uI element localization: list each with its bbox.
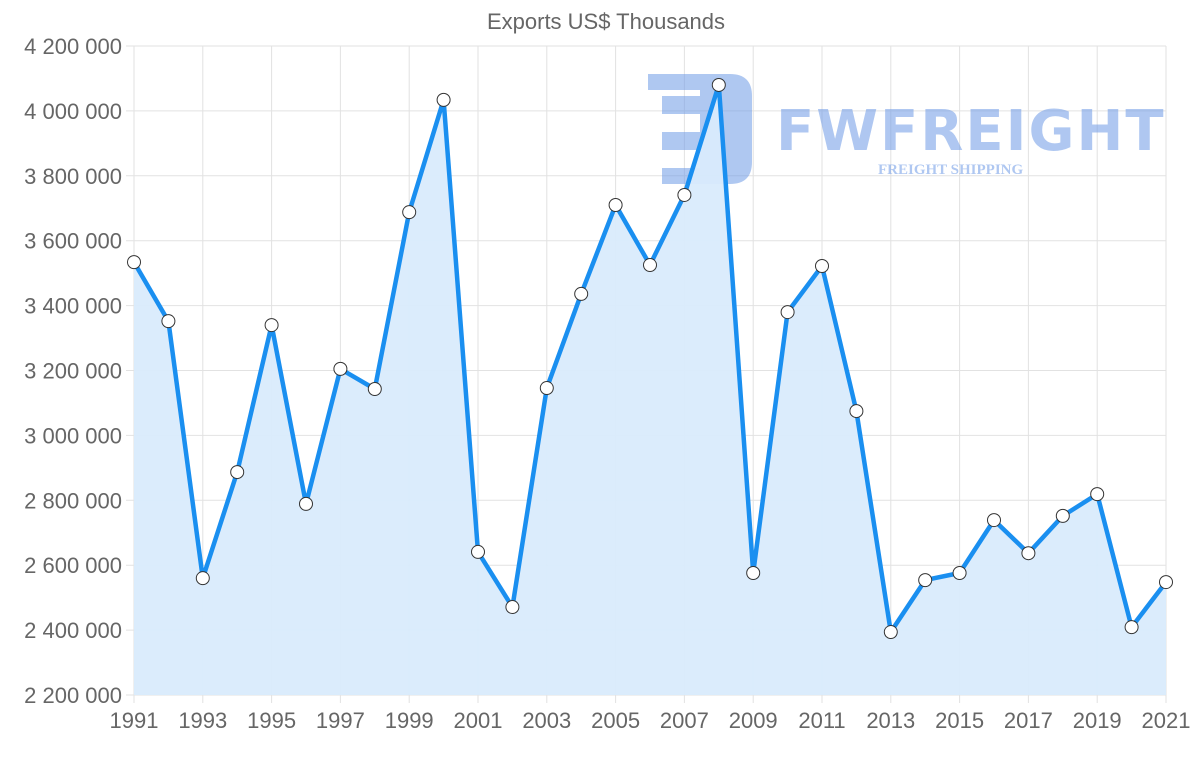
data-point <box>918 573 933 588</box>
data-point <box>367 381 382 396</box>
data-point <box>264 318 279 333</box>
data-point <box>539 381 554 396</box>
y-tick-label: 2 400 000 <box>24 618 122 643</box>
y-tick-label: 3 000 000 <box>24 423 122 448</box>
x-tick-label: 2003 <box>522 708 571 733</box>
data-point <box>643 258 657 273</box>
x-tick-label: 1993 <box>178 708 227 733</box>
x-tick-label: 1995 <box>247 708 296 733</box>
data-point <box>333 361 348 376</box>
series-area-fill <box>134 84 1166 695</box>
watermark-tagline: FREIGHT SHIPPING <box>878 162 1023 178</box>
data-point <box>711 77 726 92</box>
data-point <box>574 286 589 301</box>
data-point <box>1124 620 1139 635</box>
data-point <box>1090 487 1105 502</box>
data-point <box>677 187 692 202</box>
x-tick-label: 2005 <box>591 708 640 733</box>
data-point <box>1021 546 1036 561</box>
x-tick-label: 2021 <box>1142 708 1191 733</box>
y-tick-label: 4 000 000 <box>24 99 122 124</box>
data-point <box>608 198 623 213</box>
x-tick-label: 2009 <box>729 708 778 733</box>
data-point <box>195 571 210 586</box>
data-point <box>815 259 829 274</box>
x-tick-label: 1999 <box>385 708 434 733</box>
watermark-brand: FWFREIGHT <box>776 99 1166 164</box>
x-tick-label: 2015 <box>935 708 984 733</box>
data-point <box>952 565 967 580</box>
data-point <box>161 314 176 329</box>
y-axis: 2 200 000 2 400 000 2 600 000 2 800 000 3 00… <box>24 34 122 708</box>
y-tick-label: 4 200 000 <box>24 34 122 59</box>
data-point <box>127 255 141 270</box>
x-tick-label: 2001 <box>454 708 503 733</box>
x-tick-label: 2011 <box>798 708 845 733</box>
y-tick-label: 3 600 000 <box>24 229 122 254</box>
x-axis: 1991 1993 1995 1997 1999 2001 2003 2005 2007 2009… <box>110 708 1191 733</box>
data-point <box>471 544 485 559</box>
plot-area <box>127 77 1173 695</box>
data-point <box>849 404 864 419</box>
fwfreight-watermark-logo: FWFREIGHT FREIGHT SHIPPING <box>648 74 1166 184</box>
data-point <box>505 600 520 615</box>
data-point <box>746 565 761 580</box>
x-tick-label: 2019 <box>1073 708 1122 733</box>
data-point <box>230 465 245 480</box>
y-tick-label: 3 800 000 <box>24 164 122 189</box>
x-tick-label: 2007 <box>660 708 709 733</box>
x-tick-label: 1991 <box>110 708 159 733</box>
data-point <box>402 205 417 220</box>
data-point <box>1159 575 1173 590</box>
x-tick-label: 1997 <box>316 708 365 733</box>
data-point <box>1055 508 1070 523</box>
data-point <box>299 496 313 511</box>
y-tick-label: 3 200 000 <box>24 359 122 384</box>
y-tick-label: 2 200 000 <box>24 683 122 708</box>
y-tick-label: 3 400 000 <box>24 294 122 319</box>
y-tick-label: 2 600 000 <box>24 553 122 578</box>
y-tick-label: 2 800 000 <box>24 488 122 513</box>
x-tick-label: 2013 <box>866 708 915 733</box>
x-tick-label: 2017 <box>1004 708 1053 733</box>
data-point <box>780 305 795 320</box>
chart-title: Exports US$ Thousands <box>487 9 725 34</box>
data-point <box>883 625 898 640</box>
data-point <box>987 513 1001 528</box>
data-point <box>436 92 451 107</box>
